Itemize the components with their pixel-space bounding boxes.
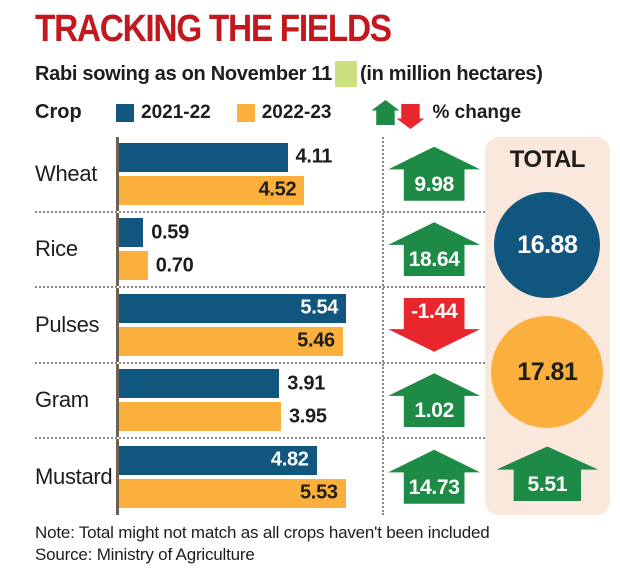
bars-area: 0.59 0.70: [116, 212, 382, 286]
chart-rows: Wheat 4.11 4.52 9.98 Rice 0.59 0.70 18.64 Pulses…: [35, 137, 485, 515]
footnotes: Note: Total might not match as all crops…: [35, 522, 610, 568]
legend-item-2022-23: 2022-23: [236, 101, 332, 124]
pct-up-arrow: 18.64: [388, 222, 481, 277]
legend: Crop 2021-22 2022-23 % change: [35, 96, 610, 129]
arrow-down-icon: [396, 104, 425, 129]
pct-change-value: 14.73: [408, 475, 460, 499]
arrow-up-icon: [371, 100, 400, 125]
bar-track: 5.53: [119, 478, 382, 508]
bar-track: 0.59: [119, 218, 382, 248]
subtitle-text: Rabi sowing as on November 11: [35, 62, 332, 85]
chart-row-pulses: Pulses 5.54 5.46 -1.44: [35, 288, 485, 364]
bars-area: 5.54 5.46: [116, 288, 382, 362]
bar-value-label: 3.91: [287, 372, 326, 395]
infographic: TRACKING THE FIELDS Rabi sowing as on No…: [35, 8, 610, 568]
bar-value-label: 3.95: [288, 405, 327, 428]
bar-track: 5.46: [119, 326, 382, 356]
pct-change-cell: 18.64: [381, 212, 485, 286]
bar-2022-23: 0.70: [119, 251, 194, 281]
pct-change-cell: -1.44: [381, 288, 485, 362]
pct-up-arrow: 14.73: [388, 449, 481, 504]
source-line: Source: Ministry of Agriculture: [35, 545, 255, 565]
pct-change-value: 18.64: [408, 248, 460, 272]
legend-swatch-orange: [236, 103, 255, 122]
pct-up-arrow: 9.98: [388, 146, 481, 201]
note-line: Note: Total might not match as all crops…: [35, 522, 490, 542]
pct-change-value: 9.98: [414, 172, 454, 196]
total-panel: TOTAL 16.88 17.81 5.51: [484, 137, 610, 515]
legend-label-2022-23: 2022-23: [261, 101, 332, 123]
bars-area: 3.91 3.95: [116, 363, 382, 437]
crop-label: Pulses: [35, 311, 100, 337]
bars-area: 4.11 4.52: [116, 137, 382, 211]
total-pct-change-arrow: 5.51: [496, 446, 599, 502]
bar-track: 3.91: [119, 369, 382, 399]
total-circle-2021-22: 16.88: [494, 192, 601, 299]
bar-track: 4.52: [119, 175, 382, 205]
bar-value-label: 0.70: [155, 254, 194, 277]
total-header: TOTAL: [509, 146, 586, 173]
bar-2021-22: 0.59: [119, 218, 189, 248]
chart-subtitle: Rabi sowing as on November 11 (in millio…: [35, 61, 610, 87]
legend-label-2021-22: 2021-22: [141, 101, 211, 123]
bar-value-label: 0.59: [151, 221, 189, 244]
bar-track: 0.70: [119, 251, 382, 281]
bar-track: 4.11: [119, 142, 382, 172]
bar-value-label: 5.46: [297, 329, 335, 352]
crop-label: Gram: [35, 387, 89, 413]
bar-track: 3.95: [119, 402, 382, 432]
bar-value-label: 4.11: [295, 145, 333, 168]
legend-pct-change: % change: [371, 96, 521, 129]
crop-label: Rice: [35, 236, 78, 262]
crop-label: Wheat: [35, 160, 98, 186]
subtitle-units: (in million hectares): [359, 62, 543, 85]
bar-2021-22: 4.11: [119, 142, 332, 172]
bar-2022-23: 5.53: [119, 478, 346, 508]
bar-2022-23: 4.52: [119, 175, 305, 205]
pct-change-value: 1.02: [414, 399, 454, 423]
bar-value-label: 5.53: [299, 481, 338, 504]
chart-row-wheat: Wheat 4.11 4.52 9.98: [35, 137, 485, 213]
bar-2021-22: 3.91: [119, 369, 325, 399]
bar-track: 4.82: [119, 445, 382, 475]
bar-2022-23: 3.95: [119, 402, 327, 432]
pct-up-arrow: 1.02: [388, 373, 481, 428]
bar-track: 5.54: [119, 293, 382, 323]
pct-change-cell: 1.02: [381, 363, 485, 437]
chart-row-mustard: Mustard 4.82 5.53 14.73: [35, 439, 485, 515]
chart-row-rice: Rice 0.59 0.70 18.64: [35, 212, 485, 288]
bar-chart: Wheat 4.11 4.52 9.98 Rice 0.59 0.70 18.64 Pulses…: [35, 137, 610, 515]
pct-change-cell: 14.73: [381, 439, 485, 515]
bar-2022-23: 5.46: [119, 326, 343, 356]
total-pct-change-value: 5.51: [527, 473, 568, 497]
highlight-square: [334, 61, 357, 87]
bar-2021-22: 4.82: [119, 445, 317, 475]
legend-swatch-blue: [116, 103, 134, 122]
bar-value-label: 4.52: [258, 178, 297, 201]
crop-label: Mustard: [35, 463, 113, 489]
pct-change-cell: 9.98: [381, 137, 485, 211]
crop-column-header: Crop: [35, 101, 82, 123]
bar-2021-22: 5.54: [119, 293, 347, 323]
chart-row-gram: Gram 3.91 3.95 1.02: [35, 363, 485, 439]
total-circle-2022-23: 17.81: [491, 316, 604, 429]
bar-value-label: 4.82: [270, 448, 309, 471]
pct-down-arrow: -1.44: [388, 297, 481, 352]
legend-item-2021-22: 2021-22: [116, 102, 211, 124]
bars-area: 4.82 5.53: [116, 439, 382, 515]
pct-change-value: -1.44: [410, 299, 458, 323]
bar-value-label: 5.54: [300, 296, 339, 319]
page-title: TRACKING THE FIELDS: [35, 8, 392, 50]
pct-change-label: % change: [432, 101, 522, 123]
